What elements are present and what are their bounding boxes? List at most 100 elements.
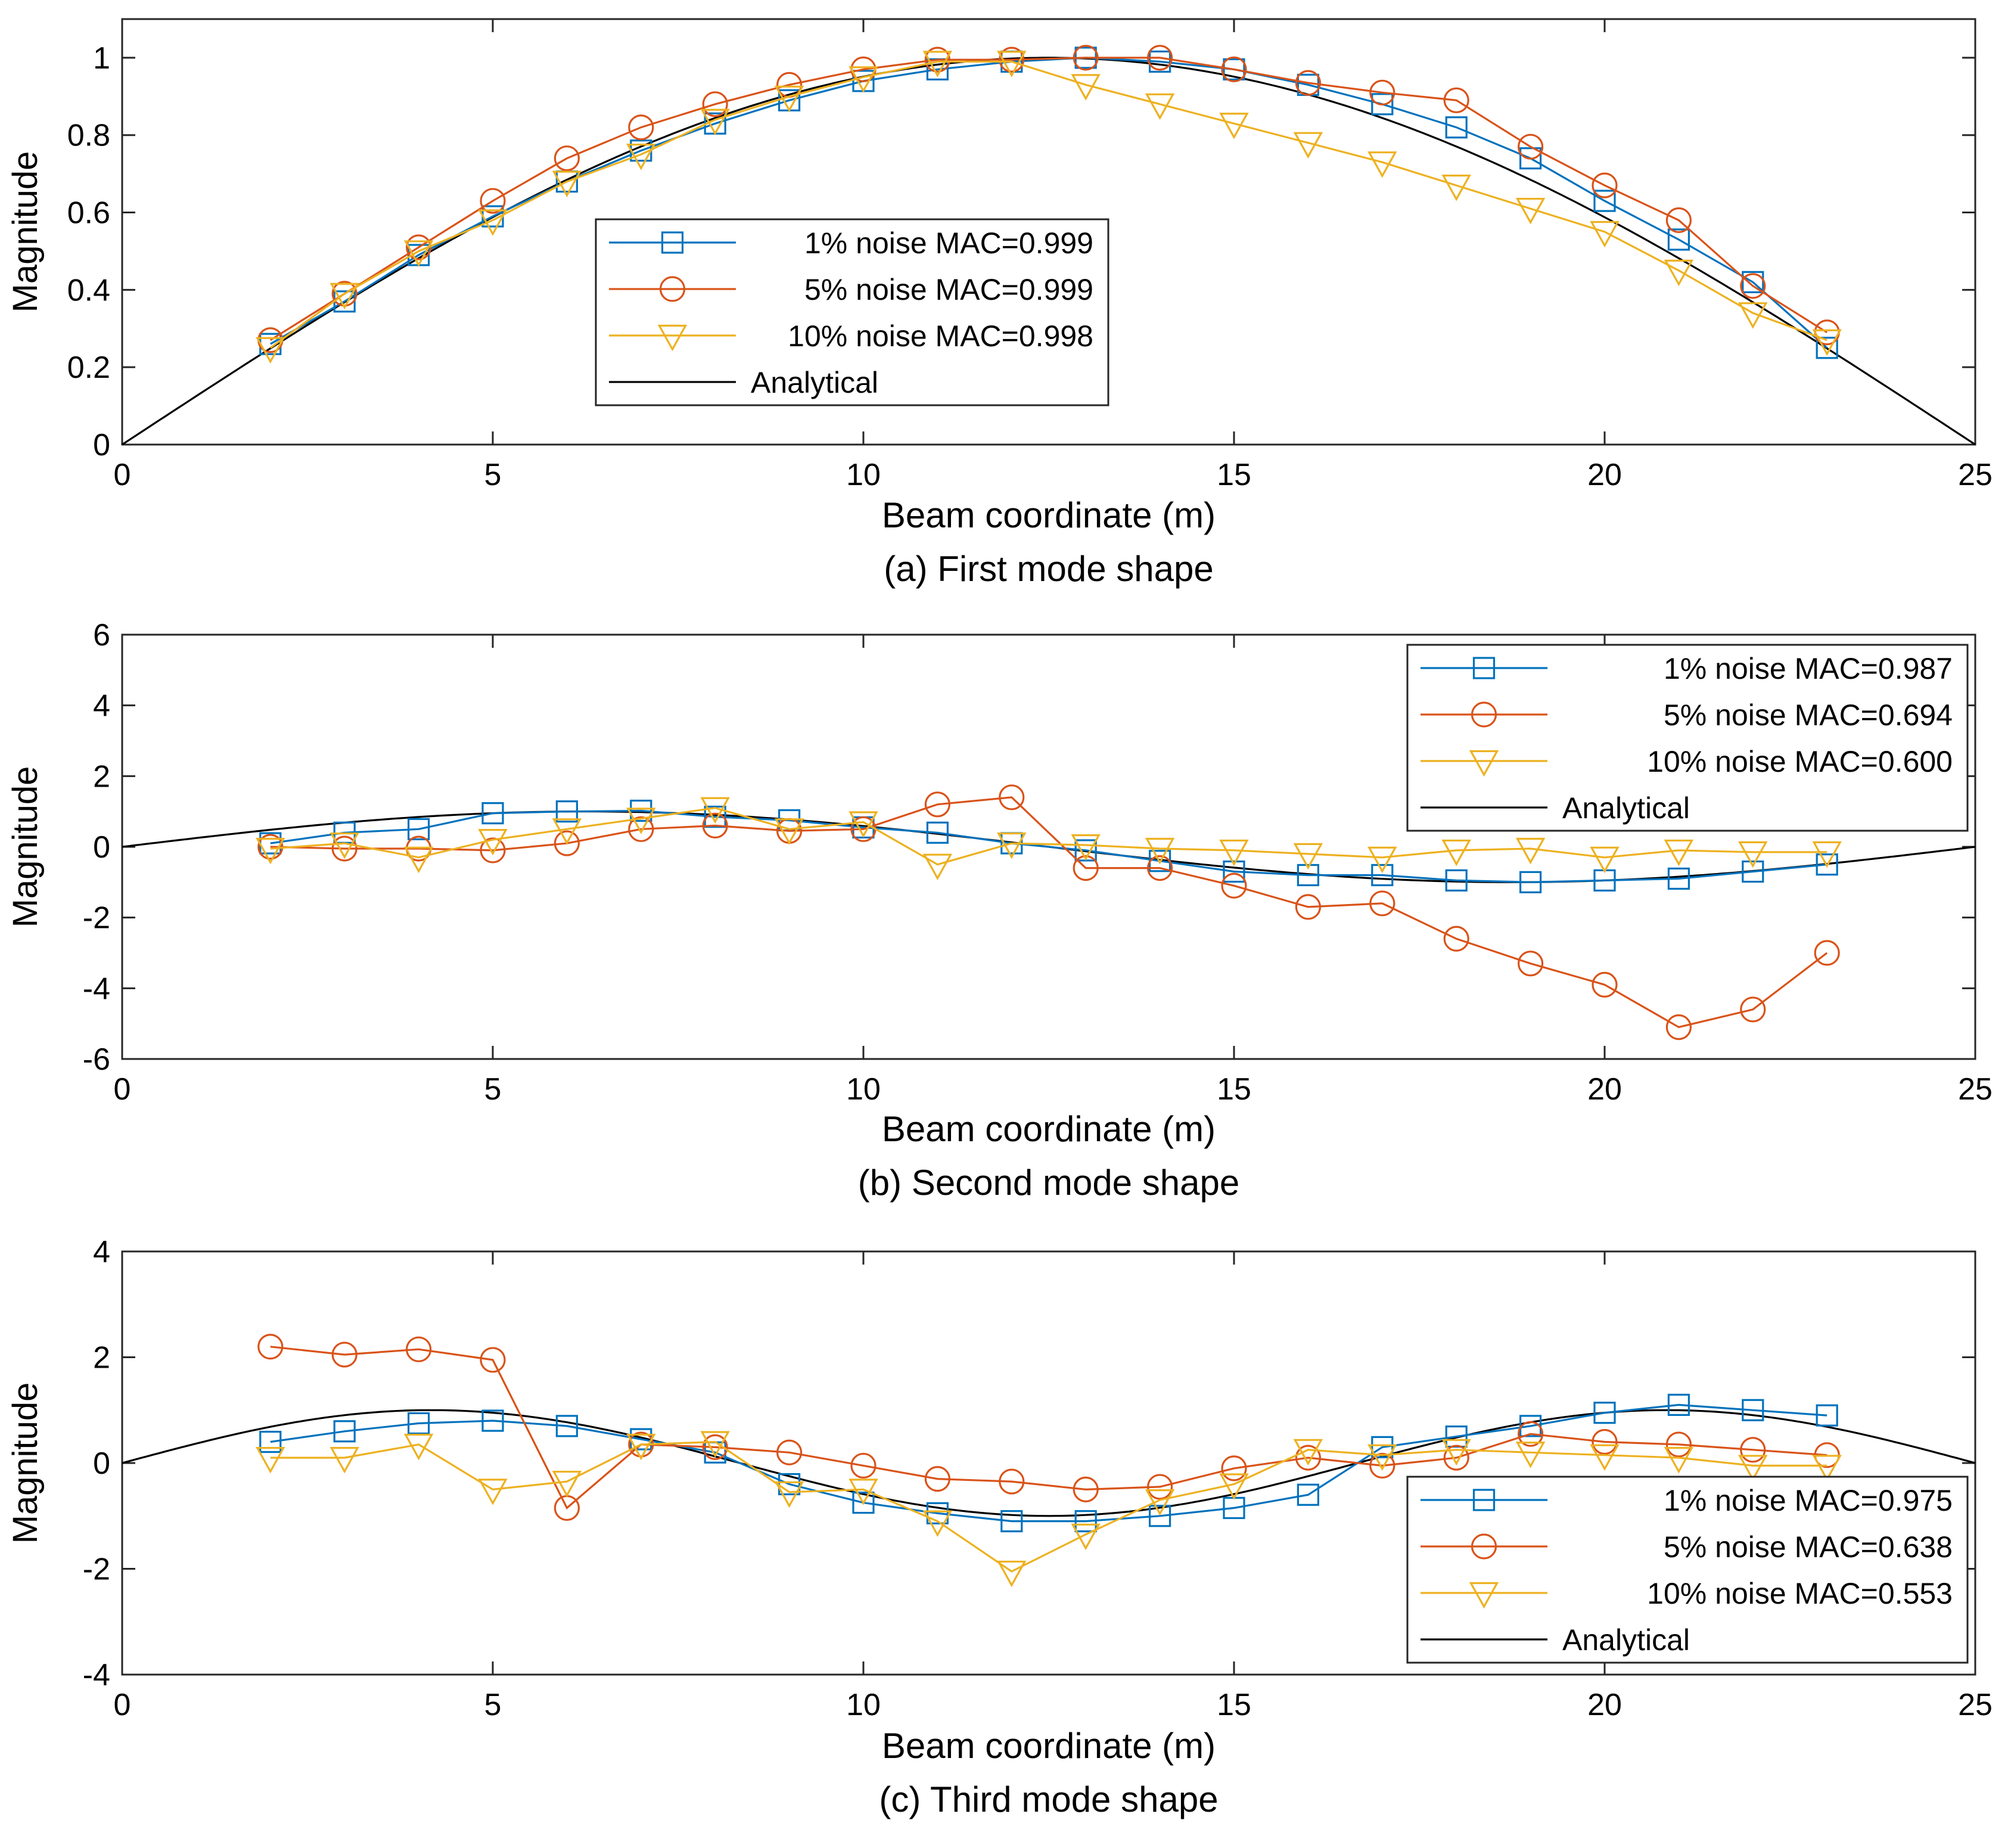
legend-label-1pct: 1% noise MAC=0.999	[804, 226, 1093, 260]
data-point	[555, 1415, 579, 1437]
data-point	[407, 1412, 430, 1435]
data-point	[1146, 855, 1173, 881]
data-point	[555, 800, 579, 823]
x-axis-label: Beam coordinate (m)	[882, 1726, 1216, 1766]
panel-caption: (b) Second mode shape	[858, 1163, 1239, 1203]
series-line	[269, 57, 1828, 341]
legend-box	[1406, 1476, 1969, 1664]
legend-label-analytical: Analytical	[1562, 791, 1690, 825]
data-point	[1443, 87, 1469, 113]
data-point	[1293, 843, 1323, 870]
data-point	[1738, 841, 1768, 868]
data-point	[1148, 1505, 1171, 1527]
data-point	[1664, 839, 1694, 866]
x-tick-label: 20	[1587, 1688, 1622, 1722]
data-point	[1443, 925, 1469, 952]
series-line	[270, 807, 1827, 866]
data-point	[774, 85, 804, 113]
data-point	[405, 234, 432, 260]
data-point	[1441, 839, 1471, 866]
x-tick-label: 0	[114, 458, 131, 492]
data-point	[1667, 228, 1690, 251]
data-point	[700, 108, 730, 136]
data-point	[1297, 1483, 1319, 1506]
data-point	[926, 1502, 949, 1524]
data-point	[1742, 860, 1764, 883]
data-point	[256, 337, 285, 364]
data-point	[626, 144, 656, 170]
data-point	[1146, 1474, 1173, 1500]
y-tick-label: -6	[83, 1042, 110, 1077]
data-point	[702, 91, 728, 117]
data-point	[1367, 846, 1397, 874]
data-point	[776, 1439, 803, 1465]
data-point	[1297, 864, 1319, 887]
data-point	[999, 784, 1025, 810]
data-point	[256, 1447, 285, 1474]
data-point	[1816, 853, 1838, 876]
x-tick-label: 25	[1958, 458, 1993, 492]
data-point	[481, 802, 504, 825]
data-point	[552, 818, 582, 845]
x-tick-label: 5	[484, 1688, 502, 1722]
data-point	[1664, 1447, 1694, 1474]
data-point	[848, 66, 878, 93]
legend-label-analytical: Analytical	[1562, 1623, 1690, 1657]
data-point	[403, 240, 434, 267]
data-point	[554, 145, 580, 172]
data-point	[403, 846, 434, 874]
data-point	[1295, 70, 1321, 96]
x-tick-label: 25	[1958, 1688, 1993, 1722]
series-line	[270, 796, 1828, 1029]
x-tick-label: 10	[846, 458, 881, 492]
panel-caption: (c) Third mode shape	[879, 1779, 1218, 1819]
data-point	[1518, 133, 1544, 160]
data-point	[924, 791, 951, 818]
x-axis-label: Beam coordinate (m)	[882, 495, 1216, 535]
data-point	[1073, 45, 1099, 71]
data-point	[1738, 302, 1768, 329]
legend-marker	[1472, 657, 1496, 679]
legend-label-5pct: 5% noise MAC=0.694	[1664, 698, 1953, 732]
y-tick-label: 0.8	[67, 119, 110, 153]
data-point	[628, 114, 654, 141]
data-point	[999, 46, 1025, 73]
y-tick-label: 2	[93, 1341, 110, 1375]
legend-label-10pct: 10% noise MAC=0.553	[1647, 1577, 1953, 1610]
data-point	[1219, 113, 1249, 139]
data-point	[1221, 56, 1247, 82]
data-point	[999, 1468, 1025, 1495]
data-point	[1445, 869, 1468, 892]
data-point	[922, 51, 953, 77]
data-point	[1592, 172, 1618, 198]
x-tick-label: 0	[114, 1072, 131, 1107]
data-point	[850, 1452, 876, 1479]
data-point	[1371, 93, 1394, 116]
data-point	[331, 1341, 358, 1368]
data-point	[1814, 940, 1840, 966]
legend-box	[595, 218, 1109, 406]
data-point	[1519, 871, 1542, 893]
legend-box	[1406, 644, 1969, 832]
data-point	[922, 1510, 953, 1538]
data-point	[1812, 329, 1842, 356]
x-tick-label: 5	[484, 458, 502, 492]
data-point	[1812, 1455, 1842, 1481]
legend-label-10pct: 10% noise MAC=0.998	[788, 319, 1093, 353]
second-mode-panel: Magnitude Beam coordinate (m) (b) Second…	[6, 618, 1993, 1203]
data-point	[1000, 1510, 1023, 1533]
data-point	[1590, 1444, 1620, 1471]
data-point	[1443, 1445, 1469, 1471]
series-5pct	[257, 1334, 1840, 1521]
analytical-curve	[122, 57, 1976, 446]
data-point	[997, 51, 1027, 77]
y-tick-label: 4	[93, 689, 110, 723]
series-line	[269, 60, 1827, 349]
data-point	[1445, 116, 1468, 139]
data-point	[1369, 890, 1395, 917]
legend-label-analytical: Analytical	[751, 366, 878, 399]
data-point	[848, 1479, 878, 1505]
x-tick-label: 10	[846, 1072, 881, 1107]
data-point	[552, 170, 582, 198]
